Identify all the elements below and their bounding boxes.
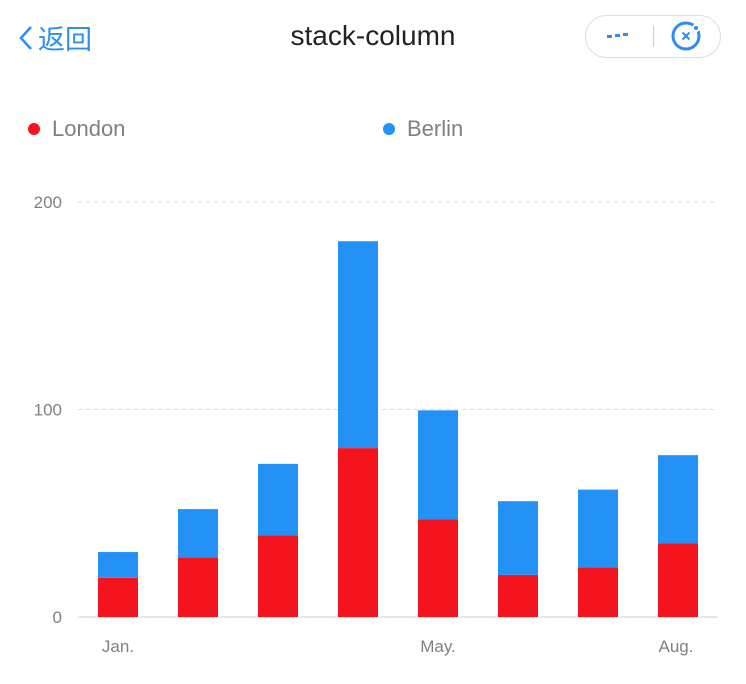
legend-marker [28,123,40,135]
bar-berlin [178,509,218,558]
legend-item-london[interactable]: London [28,116,125,142]
bar-london [258,535,298,617]
chevron-left-icon [19,25,32,50]
y-tick-label: 100 [34,401,62,420]
bar-london [498,574,538,617]
bar-london [98,577,138,617]
bar-berlin [258,463,298,536]
close-button[interactable] [654,16,720,56]
bar-berlin [578,489,618,568]
back-label: 返回 [38,25,92,55]
bar-london [578,567,618,617]
bar-berlin [498,501,538,575]
legend-label: London [52,116,126,141]
bar-berlin [658,455,698,544]
y-tick-label: 200 [34,193,62,212]
bar-london [658,543,698,617]
bar-london [178,557,218,617]
back-button[interactable]: 返回 [18,18,92,57]
x-tick-label: Aug. [659,637,694,656]
legend-label: Berlin [407,116,464,141]
close-circle-icon [671,21,701,51]
capsule-menu [585,15,721,58]
capsule-divider [653,26,654,47]
bar-berlin [418,410,458,520]
legend-marker [383,123,395,135]
nav-bar: 返回 stack-column [0,0,746,70]
x-tick-label: May. [420,637,456,656]
bar-berlin [338,241,378,449]
more-button[interactable] [586,16,653,56]
x-tick-label: Jan. [102,637,134,656]
legend-item-berlin[interactable]: Berlin [383,116,463,142]
bar-london [338,448,378,617]
bar-berlin [98,552,138,578]
more-dots-icon [607,33,628,38]
y-tick-label: 0 [53,608,62,627]
page-title: stack-column [290,20,456,51]
bar-london [418,519,458,617]
